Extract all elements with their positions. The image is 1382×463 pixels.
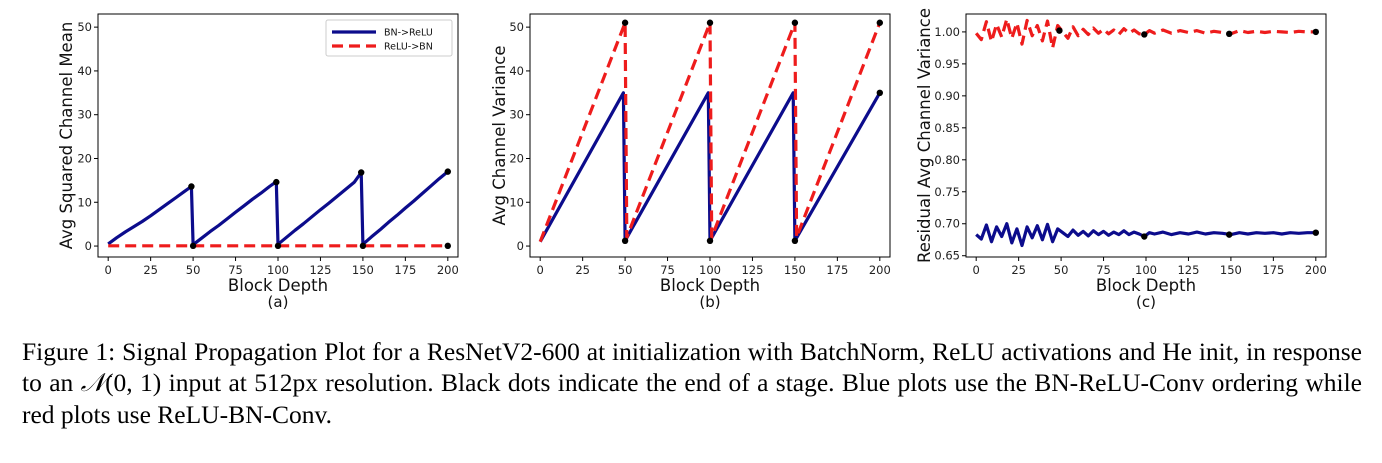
stage-end-dot (876, 19, 884, 26)
stage-end-dot (1312, 229, 1320, 236)
y-tick-label: 40 (77, 64, 92, 78)
stage-end-dot (444, 242, 452, 250)
y-tick-label: 40 (509, 64, 524, 78)
y-tick-label: 0.90 (934, 89, 960, 103)
y-tick-label: 30 (509, 108, 524, 122)
x-tick-label: 0 (973, 263, 980, 277)
x-tick-label: 100 (267, 263, 289, 277)
x-tick-label: 50 (186, 263, 201, 277)
y-tick-label: 0.85 (934, 121, 960, 135)
x-tick-label: 100 (699, 263, 721, 277)
caption-math-args: (0, 1) (105, 368, 162, 397)
x-tick-label: 50 (1054, 263, 1069, 277)
chart-panel-1: 0 25 50 75 100 125 150 175 200 0 10 20 30 40 50 Block D… (57, 13, 459, 311)
x-tick-label: 150 (784, 263, 806, 277)
y-tick-label: 0.95 (934, 57, 960, 71)
y-tick-label: 10 (509, 195, 524, 209)
stage-end-dot (273, 178, 280, 186)
y-axis-title: Residual Avg Channel Variance (915, 8, 934, 263)
stage-end-dot (444, 168, 452, 175)
stage-end-dot (274, 242, 282, 250)
x-tick-label: 125 (1177, 263, 1199, 277)
x-tick-label: 25 (575, 263, 590, 277)
stage-end-dot (621, 19, 629, 26)
x-tick-label: 175 (394, 263, 416, 277)
legend-label: ReLU->BN (384, 42, 433, 53)
x-tick-label: 25 (143, 263, 158, 277)
x-tick-label: 125 (309, 263, 331, 277)
x-tick-label: 200 (1305, 263, 1327, 277)
y-tick-label: 0.65 (934, 249, 960, 263)
x-tick-label: 75 (228, 263, 243, 277)
x-tick-label: 200 (437, 263, 459, 277)
y-tick-label: 0.80 (934, 153, 960, 167)
panel-label: (b) (699, 293, 720, 311)
plot-frame (965, 13, 1327, 258)
x-tick-label: 150 (352, 263, 374, 277)
stage-end-dot (358, 169, 365, 176)
y-tick-label: 10 (77, 195, 92, 209)
x-tick-label: 0 (105, 263, 112, 277)
y-tick-label: 30 (77, 108, 92, 122)
x-tick-label: 175 (1262, 263, 1284, 277)
stage-end-dot (1141, 31, 1148, 38)
caption-math-symbol: 𝒩 (80, 368, 106, 398)
stage-end-dot (1312, 28, 1320, 36)
caption-text-part1: Signal Propagation Plot for a ResNetV2-6… (22, 337, 1362, 397)
x-tick-label: 25 (1011, 263, 1026, 277)
caption-text-part2: input at 512px resolution. Black dots in… (22, 368, 1363, 429)
y-tick-label: 20 (509, 151, 524, 165)
y-tick-label: 50 (77, 20, 92, 34)
stage-end-dot (1226, 231, 1233, 238)
y-axis-title: Avg Squared Channel Mean (57, 22, 76, 250)
chart-legend: BN->ReLU ReLU->BN (325, 19, 453, 57)
panel-label: (a) (268, 293, 289, 311)
series-line-blue (975, 222, 1316, 248)
chart-panel-3: 0 25 50 75 100 125 150 175 200 0.65 0.70 0.75 0.80 0.… (915, 8, 1327, 311)
series-line-red (538, 21, 882, 243)
x-tick-label: 0 (537, 263, 544, 277)
series-line-blue (538, 91, 882, 243)
series-line-red (974, 17, 1316, 50)
stage-end-dot (189, 242, 197, 250)
y-tick-label: 50 (509, 20, 524, 34)
y-tick-label: 20 (77, 151, 92, 165)
stage-end-dot (1056, 27, 1063, 34)
stage-end-dot (621, 237, 629, 244)
x-tick-label: 175 (826, 263, 848, 277)
x-axis-title: Block Depth (660, 276, 760, 295)
x-axis-title: Block Depth (1096, 276, 1196, 295)
y-tick-label: 0 (517, 239, 524, 253)
y-tick-label: 0.75 (934, 185, 960, 199)
panel-label: (c) (1136, 293, 1156, 311)
series-line-blue (107, 170, 449, 247)
x-tick-label: 150 (1220, 263, 1242, 277)
stage-end-dot (876, 89, 884, 97)
stage-end-dot (1226, 30, 1233, 38)
stage-end-dot (791, 237, 799, 244)
x-axis-title: Block Depth (228, 276, 328, 295)
chart-panel-2: 0 25 50 75 100 125 150 175 200 0 10 20 30 40 50 Block D… (490, 13, 891, 311)
stage-end-dot (706, 237, 714, 244)
stage-end-dot (706, 19, 714, 26)
stage-end-dot (359, 242, 367, 250)
x-tick-label: 50 (618, 263, 633, 277)
stage-end-dot (188, 183, 195, 190)
x-tick-label: 75 (660, 263, 675, 277)
figure-caption: Figure 1: Signal Propagation Plot for a … (22, 336, 1362, 430)
caption-prefix: Figure 1: (22, 337, 116, 366)
x-tick-label: 200 (869, 263, 891, 277)
stage-end-dot (1141, 233, 1148, 240)
x-tick-label: 75 (1096, 263, 1111, 277)
stage-end-dot (791, 19, 799, 26)
y-tick-label: 0 (85, 239, 92, 253)
y-tick-label: 0.70 (934, 217, 960, 231)
x-tick-label: 125 (741, 263, 763, 277)
y-axis-title: Avg Channel Variance (490, 45, 509, 225)
x-tick-label: 100 (1135, 263, 1157, 277)
y-tick-label: 1.00 (934, 25, 960, 39)
legend-label: BN->ReLU (384, 28, 433, 39)
